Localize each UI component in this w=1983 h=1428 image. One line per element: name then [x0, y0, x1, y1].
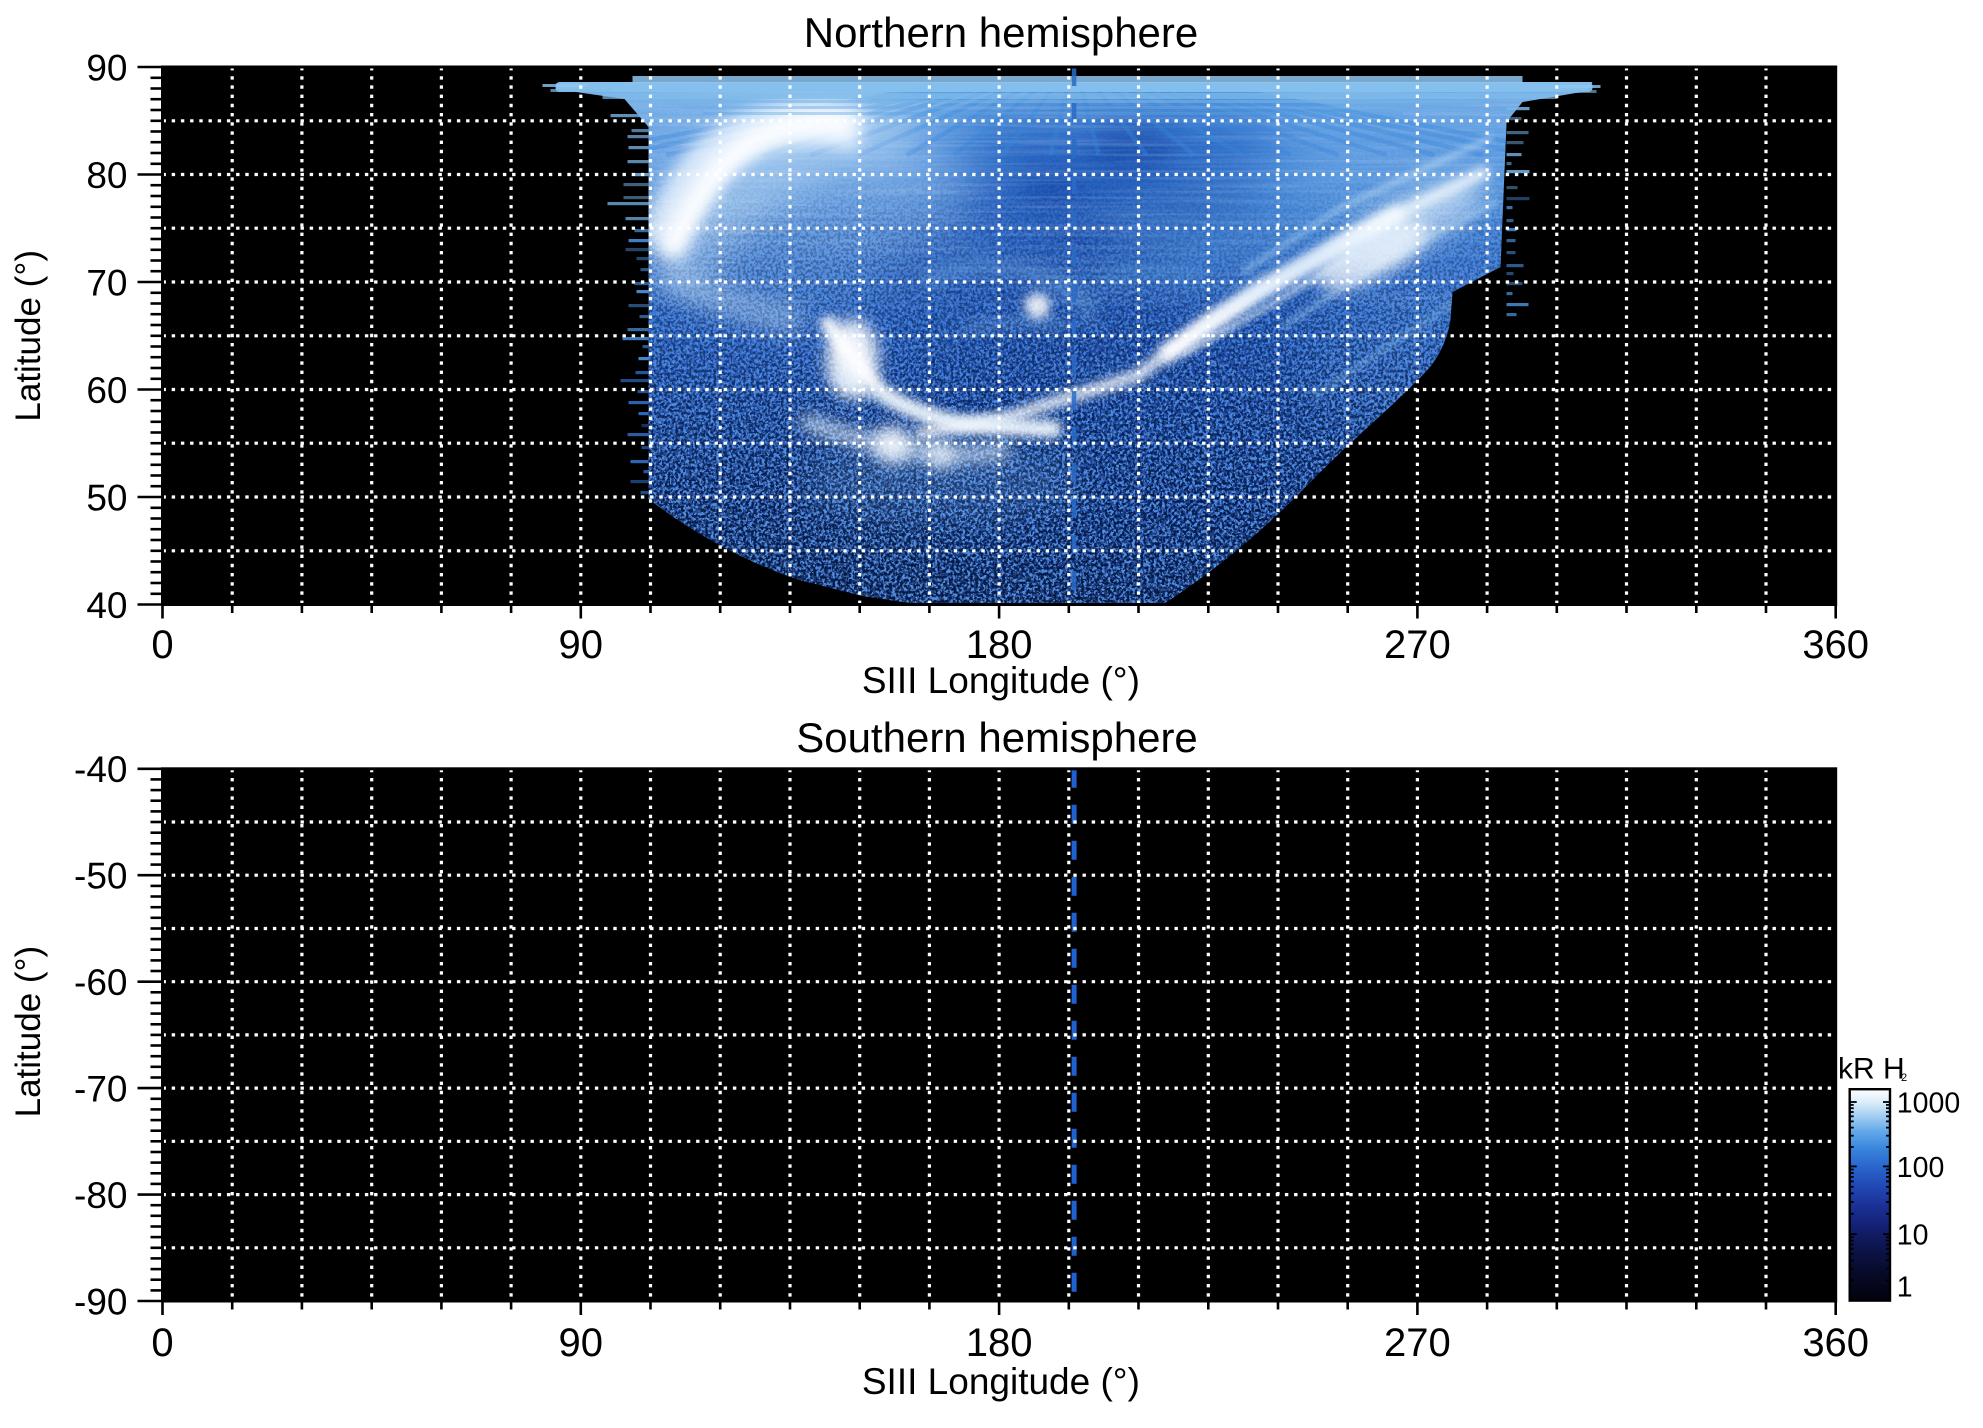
- svg-text:180: 180: [966, 623, 1033, 667]
- svg-text:SIII Longitude (°): SIII Longitude (°): [862, 1361, 1140, 1402]
- svg-text:1000: 1000: [1897, 1087, 1960, 1119]
- svg-text:-40: -40: [74, 749, 127, 790]
- svg-text:-60: -60: [74, 962, 127, 1003]
- svg-text:50: 50: [86, 477, 127, 518]
- svg-text:Latitude (°): Latitude (°): [9, 250, 48, 422]
- svg-text:80: 80: [86, 155, 127, 196]
- svg-text:270: 270: [1384, 623, 1451, 667]
- svg-text:2: 2: [1901, 1072, 1907, 1084]
- svg-text:-90: -90: [74, 1281, 127, 1322]
- svg-text:40: 40: [86, 585, 127, 626]
- svg-text:100: 100: [1897, 1152, 1945, 1184]
- svg-text:0: 0: [151, 623, 173, 667]
- svg-text:90: 90: [559, 1321, 604, 1365]
- svg-text:-70: -70: [74, 1069, 127, 1110]
- svg-text:SIII Longitude (°): SIII Longitude (°): [862, 660, 1140, 701]
- svg-text:180: 180: [966, 1321, 1033, 1365]
- svg-text:Northern hemisphere: Northern hemisphere: [804, 9, 1199, 56]
- svg-text:-80: -80: [74, 1175, 127, 1216]
- svg-text:-50: -50: [74, 856, 127, 897]
- svg-text:360: 360: [1802, 1321, 1869, 1365]
- svg-text:kR H: kR H: [1838, 1052, 1905, 1085]
- svg-text:90: 90: [86, 47, 127, 88]
- svg-text:60: 60: [86, 370, 127, 411]
- svg-text:360: 360: [1802, 623, 1869, 667]
- svg-text:1: 1: [1897, 1272, 1913, 1304]
- svg-text:270: 270: [1384, 1321, 1451, 1365]
- svg-text:90: 90: [559, 623, 604, 667]
- svg-text:Latitude (°): Latitude (°): [9, 946, 48, 1118]
- svg-text:10: 10: [1897, 1220, 1929, 1252]
- svg-text:70: 70: [86, 262, 127, 303]
- svg-text:Southern hemisphere: Southern hemisphere: [796, 714, 1198, 761]
- svg-text:0: 0: [151, 1321, 173, 1365]
